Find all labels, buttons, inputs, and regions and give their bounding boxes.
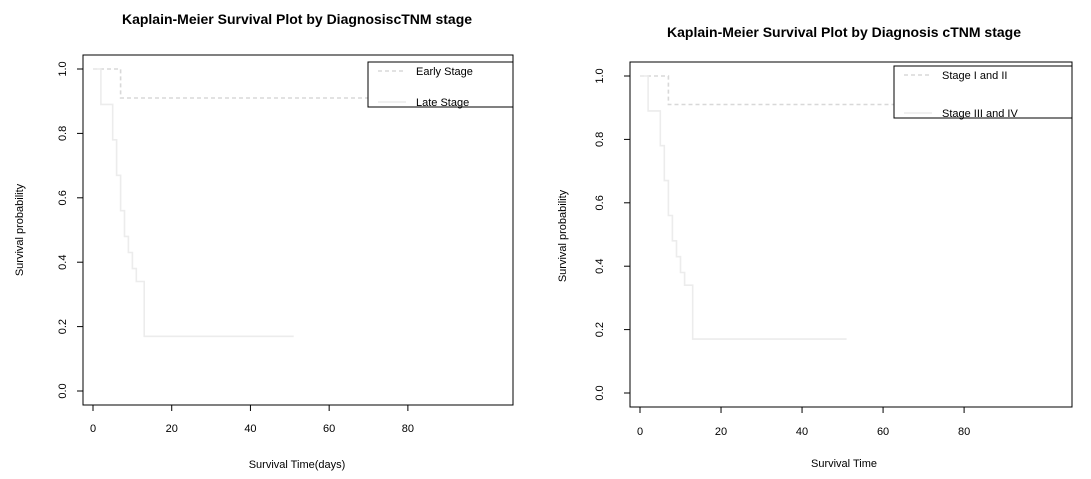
x-tick-label: 40 bbox=[796, 426, 808, 438]
y-tick-label: 0.2 bbox=[57, 319, 69, 334]
y-axis-label: Survival probability bbox=[557, 189, 569, 282]
legend-label-0: Early Stage bbox=[416, 66, 473, 78]
y-tick-label: 0.2 bbox=[594, 322, 606, 337]
x-tick-label: 60 bbox=[323, 423, 335, 435]
y-tick-label: 0.6 bbox=[594, 195, 606, 210]
series-line-0 bbox=[640, 75, 1046, 106]
y-tick-label: 1.0 bbox=[57, 61, 69, 76]
plot-frame bbox=[82, 54, 514, 406]
y-tick-label: 0.4 bbox=[57, 255, 69, 270]
km-plot-diagnosis-ctnm: Kaplain-Meier Survival Plot by Diagnosis… bbox=[545, 0, 1091, 474]
legend-box bbox=[893, 65, 1073, 119]
y-tick-label: 1.0 bbox=[594, 68, 606, 83]
km-plot-diagnosisctnm: Kaplain-Meier Survival Plot by Diagnosis… bbox=[0, 0, 540, 474]
y-tick-label: 0.8 bbox=[594, 132, 606, 147]
y-tick-label: 0.0 bbox=[57, 383, 69, 398]
y-tick-label: 0.0 bbox=[594, 385, 606, 400]
km-plot-left-svg: Kaplain-Meier Survival Plot by Diagnosis… bbox=[14, 11, 514, 471]
chart-title: Kaplain-Meier Survival Plot by Diagnosis… bbox=[667, 24, 1021, 40]
series-line-1 bbox=[93, 68, 294, 338]
x-tick-label: 80 bbox=[402, 423, 414, 435]
legend-box bbox=[367, 61, 514, 108]
y-tick-label: 0.8 bbox=[57, 126, 69, 141]
x-axis-label: Survival Time(days) bbox=[249, 459, 346, 471]
plot-frame bbox=[629, 61, 1073, 408]
x-axis-label: Survival Time bbox=[811, 458, 877, 470]
series-line-1 bbox=[640, 75, 847, 340]
x-tick-label: 20 bbox=[715, 426, 727, 438]
y-tick-label: 0.6 bbox=[57, 190, 69, 205]
legend-label-0: Stage I and II bbox=[942, 70, 1007, 82]
x-tick-label: 0 bbox=[637, 426, 643, 438]
legend-label-1: Stage III and IV bbox=[942, 108, 1018, 120]
legend-label-1: Late Stage bbox=[416, 97, 469, 109]
x-tick-label: 60 bbox=[877, 426, 889, 438]
series-line-0 bbox=[93, 68, 487, 99]
x-tick-label: 0 bbox=[90, 423, 96, 435]
x-tick-label: 40 bbox=[244, 423, 256, 435]
x-tick-label: 20 bbox=[166, 423, 178, 435]
x-tick-label: 80 bbox=[958, 426, 970, 438]
chart-title: Kaplain-Meier Survival Plot by Diagnosis… bbox=[122, 11, 472, 27]
y-tick-label: 0.4 bbox=[594, 259, 606, 274]
km-plot-right-svg: Kaplain-Meier Survival Plot by Diagnosis… bbox=[557, 24, 1073, 470]
y-axis-label: Survival probability bbox=[14, 183, 26, 276]
